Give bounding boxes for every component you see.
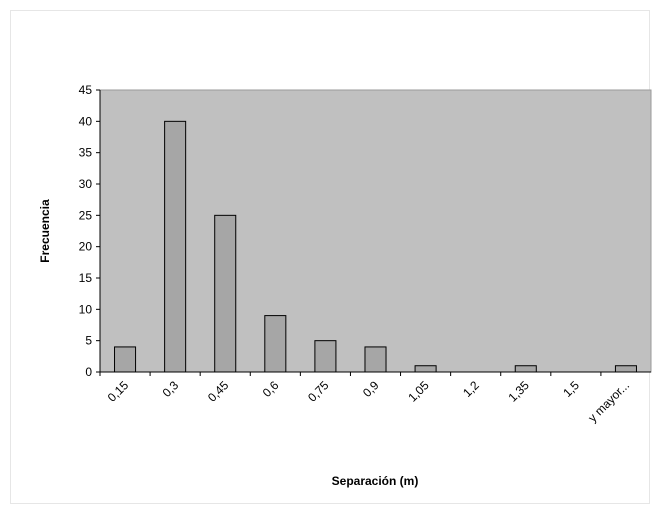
x-tick-label: 0,6 <box>260 378 282 400</box>
y-tick-group: 0 5 10 15 20 25 30 35 40 45 <box>79 83 100 379</box>
bar-y-mayor <box>614 365 637 373</box>
x-tick-label: 0,15 <box>105 378 132 405</box>
y-tick-label: 45 <box>79 83 93 97</box>
bar-0-3 <box>164 120 187 373</box>
bar-group <box>114 120 637 373</box>
x-tick-label: 1,35 <box>505 378 532 405</box>
bar-0-15 <box>114 346 137 373</box>
y-axis-title: Frecuencia <box>38 199 52 263</box>
y-tick-label: 25 <box>79 208 93 222</box>
y-tick-label: 30 <box>79 177 93 191</box>
bar-0-45 <box>214 214 237 373</box>
x-tick-label: 0,9 <box>360 378 382 400</box>
bar-1-35 <box>514 365 537 373</box>
bar-0-9 <box>364 346 387 373</box>
y-tick-label: 35 <box>79 146 93 160</box>
x-tick-label: 1,05 <box>405 378 432 405</box>
x-tick-label: 0,3 <box>160 378 182 400</box>
x-tick-label: y mayor... <box>585 378 632 425</box>
x-axis-title: Separación (m) <box>332 474 419 488</box>
bar-0-6 <box>264 315 287 373</box>
y-tick-label: 15 <box>79 271 93 285</box>
x-tick-group: 0,15 0,3 0,45 0,6 0,75 0,9 1,05 1,2 1,35 1,5 y may… <box>99 372 632 425</box>
y-tick-label: 5 <box>85 334 92 348</box>
x-tick-label: 0,45 <box>205 378 232 405</box>
bar-0-75 <box>314 340 337 373</box>
plot-area <box>99 89 652 373</box>
x-tick-label: 1,2 <box>460 378 482 400</box>
x-tick-label: 0,75 <box>305 378 332 405</box>
y-tick-label: 0 <box>85 365 92 379</box>
y-tick-label: 20 <box>79 240 93 254</box>
bar-1-05 <box>414 365 437 373</box>
y-tick-label: 10 <box>79 302 93 316</box>
y-tick-label: 40 <box>79 114 93 128</box>
x-tick-label: 1,5 <box>560 378 582 400</box>
